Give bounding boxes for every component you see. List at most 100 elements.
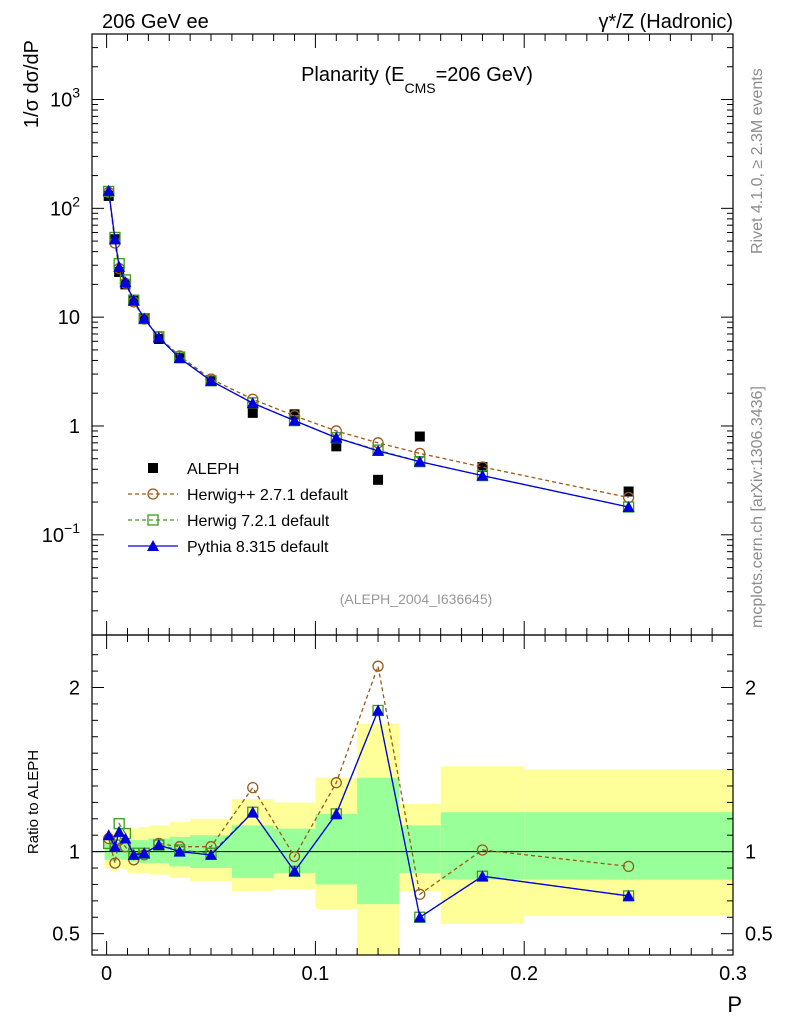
data-point xyxy=(119,832,132,844)
legend-item: ALEPH xyxy=(148,461,239,478)
data-point xyxy=(622,501,635,513)
main-y-tick-base: 10 xyxy=(50,90,72,112)
header-right-label: γ*/Z (Hadronic) xyxy=(599,11,733,33)
main-y-tick-exp: 3 xyxy=(72,85,80,101)
main-y-tick-label: 102 xyxy=(50,193,80,220)
main-title-sub: CMS xyxy=(404,80,435,96)
data-point xyxy=(372,660,384,672)
data-point xyxy=(173,352,186,364)
analysis-watermark: (ALEPH_2004_I636645) xyxy=(340,591,493,607)
legend-label: Pythia 8.315 default xyxy=(187,539,329,556)
legend-marker xyxy=(147,540,159,551)
x-tick-label: 0.1 xyxy=(302,963,330,985)
data-point xyxy=(330,777,342,789)
main-y-tick-base: 10 xyxy=(42,525,64,547)
ratio-band-inner xyxy=(440,812,525,880)
data-point xyxy=(247,781,259,794)
data-point xyxy=(108,233,121,245)
data-point xyxy=(102,829,115,841)
data-point xyxy=(108,840,121,852)
data-point xyxy=(152,839,165,851)
main-title-text: Planarity (E xyxy=(301,64,404,86)
ratio-band-inner xyxy=(357,777,399,905)
data-point xyxy=(476,870,489,882)
mcplots-credit-label: mcplots.cern.ch [arXiv:1306.3436] xyxy=(749,386,766,628)
data-point xyxy=(373,474,384,485)
data-point xyxy=(622,889,635,901)
legend-label: Herwig++ 2.7.1 default xyxy=(187,487,349,504)
ratio-series-group xyxy=(102,660,635,923)
rivet-version-label: Rivet 4.1.0, ≥ 2.3M events xyxy=(749,68,766,254)
x-axis-label: P xyxy=(727,992,742,1017)
legend: ALEPH Herwig++ 2.7.1 default Herwig 7.2.1 … xyxy=(128,461,349,556)
data-point xyxy=(477,461,488,472)
main-y-axis-label: 1/σ dσ/dP xyxy=(21,40,43,128)
main-y-tick-exp: 2 xyxy=(72,193,80,209)
x-tick-label: 0.3 xyxy=(719,963,747,985)
data-point xyxy=(114,266,125,277)
ratio-band-inner xyxy=(524,812,733,880)
ratio-band-inner xyxy=(315,813,358,885)
data-point xyxy=(138,312,151,324)
ratio-y-tick-label-right: 0.5 xyxy=(745,924,773,946)
ratio-y-axis-label: Ratio to ALEPH xyxy=(25,750,42,854)
main-y-tick-label: 103 xyxy=(50,85,80,112)
legend-label: Herwig 7.2.1 default xyxy=(187,513,330,530)
main-series-group xyxy=(102,184,635,513)
legend-item: Herwig++ 2.7.1 default xyxy=(128,487,349,504)
x-tick-label: 0.2 xyxy=(510,963,538,985)
data-point xyxy=(476,469,489,481)
x-tick-label: 0 xyxy=(101,963,112,985)
data-point xyxy=(476,844,489,856)
series-pythia-8-315-default xyxy=(102,184,635,513)
data-point xyxy=(109,857,121,869)
legend-marker xyxy=(148,463,158,473)
data-point xyxy=(288,850,301,863)
ratio-y-tick-label-right: 2 xyxy=(745,678,756,700)
data-point xyxy=(246,806,259,818)
data-point xyxy=(102,184,115,196)
data-point xyxy=(331,441,342,452)
data-point xyxy=(113,260,126,272)
data-point xyxy=(372,444,385,456)
data-point xyxy=(414,431,425,442)
data-point xyxy=(330,431,343,443)
data-point xyxy=(138,847,151,859)
legend-label: ALEPH xyxy=(187,461,239,478)
series-pythia-8-315-default xyxy=(102,704,635,923)
data-point xyxy=(622,860,635,873)
data-point xyxy=(127,848,140,860)
data-point xyxy=(288,865,301,877)
data-point xyxy=(330,807,343,819)
legend-item: Pythia 8.315 default xyxy=(128,539,329,556)
header-left-label: 206 GeV ee xyxy=(102,11,209,33)
ratio-y-tick-label: 0.5 xyxy=(52,924,80,946)
ratio-y-tick-label: 1 xyxy=(69,842,80,864)
series-line xyxy=(108,192,629,499)
data-point xyxy=(372,704,385,716)
ratio-y-tick-label-right: 1 xyxy=(745,842,756,864)
main-title: Planarity (ECMS=206 GeV) xyxy=(301,64,533,96)
series-herwig-7-2-1-default xyxy=(103,185,635,513)
main-y-tick-base: 10 xyxy=(50,198,72,220)
series-aleph xyxy=(103,190,634,497)
legend-marker xyxy=(147,514,159,526)
data-point xyxy=(127,294,140,306)
data-point xyxy=(288,414,301,426)
ratio-band-inner xyxy=(122,840,128,860)
data-point xyxy=(246,397,259,409)
series-line xyxy=(108,190,629,508)
main-y-tick-label: 10 xyxy=(58,307,80,329)
data-point xyxy=(289,409,300,420)
data-point xyxy=(623,486,634,497)
data-point xyxy=(205,848,218,860)
data-point xyxy=(413,911,426,923)
ratio-plot-frame xyxy=(91,634,734,956)
main-y-tick-label: 10−1 xyxy=(42,520,80,547)
ratio-axis-ticks: 0.5 0.5 1 1 2 2 0 0.1 0.2 0.3 xyxy=(52,635,773,985)
ratio-y-tick-label: 2 xyxy=(69,678,80,700)
data-point xyxy=(173,845,186,857)
data-point xyxy=(205,374,218,386)
